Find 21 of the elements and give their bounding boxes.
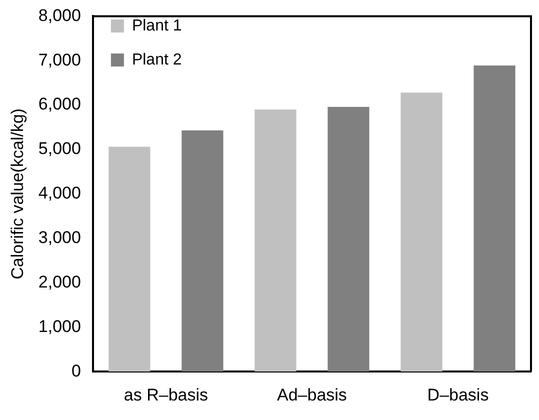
y-tick-label: 0 — [71, 361, 81, 380]
y-tick-label: 2,000 — [38, 272, 81, 292]
y-tick-label: 3,000 — [38, 228, 81, 248]
bar — [108, 146, 150, 372]
y-tick-label: 5,000 — [38, 139, 81, 158]
x-tick-label: as R–basis — [124, 385, 208, 404]
x-tick-label: Ad–basis — [277, 385, 347, 404]
legend-label: Plant 1 — [132, 17, 182, 34]
y-tick-label: 8,000 — [38, 6, 81, 25]
bar — [182, 130, 224, 372]
bar — [328, 106, 370, 372]
y-axis-title: Calorific value(kcal/kg) — [8, 108, 27, 280]
y-tick-label: 4,000 — [38, 184, 81, 203]
y-tick-label: 6,000 — [38, 94, 81, 114]
legend-label: Plant 2 — [132, 51, 182, 68]
bar — [254, 109, 296, 372]
x-tick-label: D–basis — [427, 385, 489, 404]
y-tick-label: 1,000 — [38, 316, 81, 336]
y-tick-label: 7,000 — [38, 50, 81, 70]
bar — [400, 92, 442, 372]
bar — [474, 66, 516, 372]
